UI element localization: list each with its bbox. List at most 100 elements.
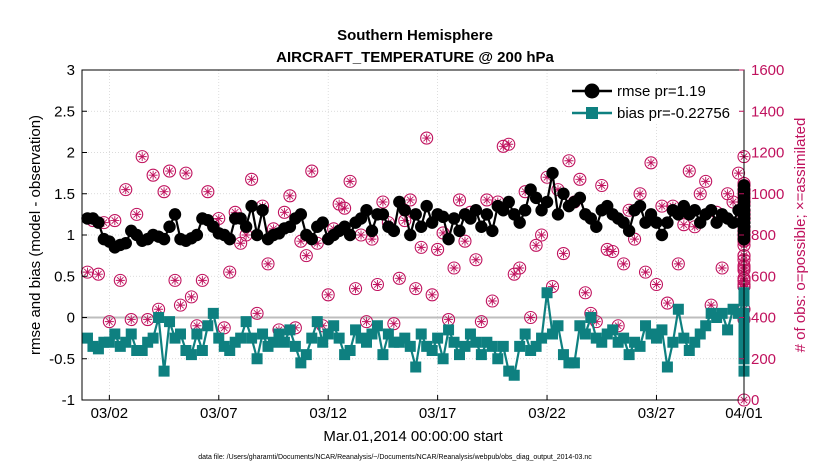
obs-possible-marker (431, 242, 445, 256)
obs-assimilated-marker (455, 195, 465, 205)
x-tick-label: 03/02 (91, 405, 129, 422)
bias-point (185, 349, 197, 361)
rmse-point (513, 216, 526, 229)
bias-point (508, 369, 520, 381)
bias-point (443, 324, 455, 336)
bias-point (371, 320, 383, 332)
bias-point (650, 332, 662, 344)
rmse-point (633, 199, 647, 213)
y-tick-label-left: 0 (67, 310, 75, 327)
obs-possible-marker (682, 164, 696, 178)
obs-possible-marker (633, 187, 647, 201)
y-axis-right-label: # of obs: o=possible; ×=assimilated (792, 118, 809, 353)
bias-point (486, 340, 498, 352)
obs-assimilated-marker (285, 191, 295, 201)
obs-possible-marker (474, 315, 488, 329)
rmse-point (518, 204, 532, 217)
rmse-point (168, 208, 182, 221)
obs-assimilated-marker (416, 242, 426, 252)
bias-point (196, 345, 208, 356)
obs-possible-marker (349, 282, 363, 296)
bias-point (191, 328, 203, 340)
obs-assimilated-marker (531, 240, 541, 250)
bias-point (202, 320, 214, 332)
obs-assimilated-marker (137, 152, 147, 162)
obs-possible-marker (283, 189, 297, 203)
bias-point (153, 312, 165, 323)
x-tick-label: 03/07 (200, 405, 238, 422)
bias-point (448, 336, 460, 348)
obs-possible-marker (135, 150, 149, 164)
obs-possible-marker (184, 290, 198, 304)
obs-assimilated-marker (564, 156, 574, 166)
obs-assimilated-marker (542, 172, 552, 182)
bias-point (497, 340, 509, 352)
obs-assimilated-marker (553, 185, 563, 195)
bias-point (574, 320, 586, 332)
rmse-point (529, 191, 543, 205)
obs-assimilated-marker (241, 230, 251, 240)
bias-point (694, 328, 706, 340)
bias-point (289, 340, 301, 352)
obs-assimilated-marker (728, 197, 738, 207)
rmse-point (475, 220, 488, 233)
obs-assimilated-marker (219, 323, 229, 333)
bias-point (607, 324, 619, 336)
bias-point (125, 328, 137, 340)
rmse-point (163, 220, 176, 233)
obs-assimilated-marker (630, 234, 640, 244)
obs-assimilated-marker (558, 249, 568, 259)
obs-possible-marker (102, 315, 116, 329)
rmse-point (436, 210, 450, 224)
obs-assimilated-marker (263, 259, 273, 269)
obs-possible-marker (343, 174, 357, 188)
bias-point (623, 349, 635, 361)
plot-area (80, 69, 751, 407)
bias-point (661, 361, 673, 373)
y-tick-label-left: 2.5 (54, 103, 75, 120)
bias-point (596, 336, 608, 348)
bias-point (147, 332, 159, 344)
rmse-point (650, 216, 663, 229)
obs-possible-marker (573, 172, 587, 186)
bias-point (399, 332, 411, 344)
bias-point (689, 336, 701, 348)
obs-possible-marker (321, 288, 335, 302)
rmse-point (551, 208, 565, 221)
rmse-point (190, 228, 204, 242)
obs-possible-marker (370, 277, 384, 292)
bias-point (360, 336, 372, 348)
obs-possible-marker (245, 172, 259, 186)
bias-point (683, 345, 695, 356)
rmse-point (316, 216, 329, 229)
y-tick-label-right: 0 (751, 392, 759, 409)
y-tick-label-left: 1.5 (54, 186, 75, 203)
obs-assimilated-marker (537, 230, 547, 240)
bias-point (344, 345, 356, 356)
bias-point (432, 332, 444, 344)
obs-possible-marker (414, 240, 428, 254)
obs-assimilated-marker (422, 133, 432, 143)
obs-assimilated-marker (482, 195, 492, 205)
obs-assimilated-marker (323, 290, 333, 300)
bias-point (366, 328, 378, 340)
x-axis-ticks: 03/02 03/07 03/12 03/17 03/22 03/27 04/01 (91, 395, 763, 422)
obs-assimilated-marker (203, 187, 213, 197)
obs-possible-marker (649, 277, 664, 292)
obs-assimilated-marker (312, 238, 322, 248)
obs-possible-marker (305, 164, 319, 178)
obs-assimilated-marker (93, 269, 103, 279)
rmse-point (404, 228, 417, 242)
bias-point (120, 336, 132, 348)
obs-assimilated-marker (471, 255, 481, 265)
obs-assimilated-marker (389, 319, 399, 329)
obs-assimilated-marker (651, 280, 661, 289)
obs-assimilated-marker (351, 284, 361, 294)
rmse-point (726, 216, 740, 229)
obs-possible-marker (113, 273, 127, 287)
bias-point (672, 303, 684, 315)
rmse-point (294, 208, 308, 221)
obs-possible-marker (715, 261, 729, 275)
obs-possible-marker (496, 139, 510, 153)
